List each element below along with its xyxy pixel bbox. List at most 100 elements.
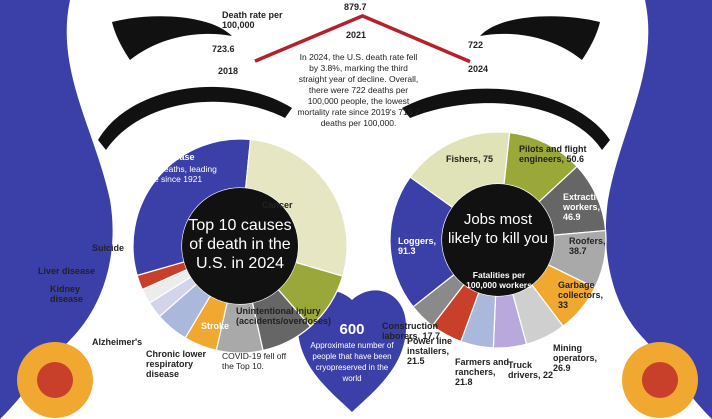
- pie-center: [442, 184, 554, 296]
- rate: 879.7: [344, 2, 367, 12]
- annotation: 1 in 5 deaths, leading cause since 1921: [136, 164, 217, 184]
- category: Truck drivers: [508, 360, 539, 380]
- slice-label: Fishers, 75: [446, 154, 506, 164]
- value: 75: [483, 154, 494, 164]
- nose: [297, 290, 407, 412]
- year: 2021: [346, 30, 367, 40]
- category: Diabetes: [105, 285, 143, 295]
- category: Stroke: [201, 321, 230, 331]
- value: 46.9: [563, 212, 581, 222]
- eye-right: [480, 16, 600, 60]
- value: 33: [558, 300, 569, 310]
- rate: 722: [468, 40, 484, 50]
- x-label: 2021: [346, 30, 366, 40]
- slice-label: Pilots and flight engineers, 50.6: [519, 144, 591, 164]
- annotation: COVID-19 fell off the Top 10.: [222, 351, 294, 371]
- slice-label: Mining operators, 26.9: [553, 343, 608, 373]
- value-label: 723.6: [212, 44, 235, 54]
- category: Kidney disease: [50, 284, 84, 304]
- callout-text: Approximate number of people that have b…: [310, 340, 394, 384]
- year: 2024: [468, 64, 489, 74]
- separator: ,: [538, 370, 544, 380]
- separator: ,: [603, 236, 606, 246]
- category: Extraction workers: [563, 192, 608, 212]
- slice-label: Diabetes: [105, 285, 155, 295]
- category: Farmers and ranchers: [455, 357, 510, 377]
- category: Pilots and flight engineers: [519, 144, 587, 164]
- separator: ,: [594, 353, 598, 363]
- death-rate-line: [254, 13, 471, 64]
- line-annotation: In 2024, the U.S. death rate fell by 3.8…: [296, 52, 421, 129]
- subtitle: Fatalities per 100,000 workers: [466, 270, 532, 290]
- annotation: 1 in 5 deaths, leading cause since 1921: [136, 164, 231, 184]
- separator: ,: [478, 154, 484, 164]
- callout-number: 600: [339, 321, 365, 338]
- separator: ,: [561, 154, 567, 164]
- x-label: 2024: [468, 64, 488, 74]
- slice-label: Power line installers, 21.5: [407, 336, 459, 366]
- brow-right: [402, 88, 610, 150]
- slice-label: Cancer: [262, 200, 312, 210]
- title: Jobs most likely to kill you: [447, 211, 549, 247]
- slice-label: Heart disease: [136, 152, 231, 162]
- category: Chronic lower respiratory disease: [146, 349, 207, 379]
- value: 26.9: [553, 363, 571, 373]
- annotation: COVID-19 fell off the Top 10.: [222, 351, 287, 371]
- separator: ,: [446, 346, 450, 356]
- brow-left: [98, 86, 292, 150]
- separator: ,: [417, 331, 423, 341]
- pie-title: Jobs most likely to kill you: [446, 210, 550, 248]
- value: 21.8: [455, 377, 473, 387]
- slice-label: Roofers, 38.7: [569, 236, 619, 256]
- category: Liver disease: [38, 266, 96, 276]
- separator: ,: [493, 367, 496, 377]
- title: Top 10 causes of death in the U.S. in 20…: [188, 217, 292, 272]
- value: 22: [543, 370, 554, 380]
- category: Heart disease: [136, 152, 195, 162]
- category: Garbage collectors: [558, 280, 601, 300]
- category: Fishers: [446, 154, 479, 164]
- slice-label: Suicide: [92, 243, 132, 253]
- face-left: [0, 0, 113, 419]
- line-title: Death rate per 100,000: [222, 10, 312, 30]
- pie-subtitle: Fatalities per 100,000 workers: [458, 270, 540, 290]
- category: Unintentional injury (accidents/overdose…: [236, 306, 332, 326]
- value-label: 722: [468, 40, 483, 50]
- separator: ,: [600, 290, 604, 300]
- category: Loggers: [398, 236, 434, 246]
- category: Mining operators: [553, 343, 595, 363]
- category: Suicide: [92, 243, 125, 253]
- title: Death rate per 100,000: [222, 10, 283, 30]
- value: 21.5: [407, 356, 425, 366]
- pie-center: [182, 188, 298, 304]
- pie-title: Top 10 causes of death in the U.S. in 20…: [188, 216, 292, 273]
- value: 50.6: [566, 154, 585, 164]
- category: Power line installers: [407, 336, 453, 356]
- category: Alzheimer's: [92, 337, 143, 347]
- slice-label: Chronic lower respiratory disease: [146, 349, 221, 379]
- slice-label: Kidney disease: [50, 284, 100, 304]
- slice-label: Liver disease: [38, 266, 98, 276]
- slice-label: Farmers and ranchers, 21.8: [455, 357, 510, 387]
- value-label: 879.7: [344, 2, 367, 12]
- separator: ,: [433, 236, 437, 246]
- category: Cancer: [262, 200, 293, 210]
- x-label: 2018: [218, 66, 238, 76]
- slice-label: Unintentional injury (accidents/overdose…: [236, 306, 336, 326]
- rate: 723.6: [212, 44, 235, 54]
- value: 38.7: [569, 246, 587, 256]
- value: 91.3: [398, 246, 416, 256]
- category: Construction laborers: [382, 321, 438, 341]
- category: Roofers: [569, 236, 604, 246]
- slice-label: Alzheimer's: [92, 337, 152, 347]
- callout-text: Approximate number of people that have b…: [310, 341, 394, 383]
- callout-value: 600: [332, 322, 372, 338]
- slice-label: Extraction workers, 46.9: [563, 192, 618, 222]
- slice-label: Stroke: [201, 321, 241, 331]
- separator: ,: [597, 202, 601, 212]
- eye-left: [112, 16, 232, 60]
- value: 17.7: [422, 331, 441, 341]
- flower-right-core: [642, 362, 678, 398]
